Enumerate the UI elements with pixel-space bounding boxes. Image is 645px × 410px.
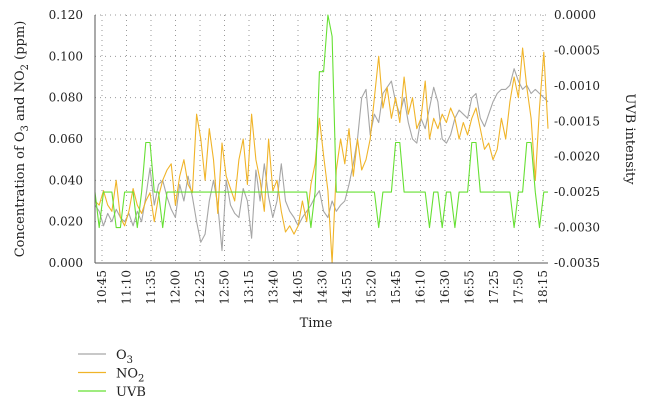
right-y-tick-label: -0.0035 bbox=[554, 256, 600, 270]
x-tick-label: 15:45 bbox=[389, 270, 403, 305]
right-y-tick-label: -0.0020 bbox=[554, 150, 600, 164]
legend-label-no2: NO2 bbox=[116, 367, 144, 385]
x-tick-label: 17:25 bbox=[487, 270, 501, 305]
legend-label-o3: O3 bbox=[116, 348, 133, 366]
x-axis-title: Time bbox=[300, 316, 333, 331]
left-y-axis-title: Concentration of O3 and NO2 (ppm) bbox=[13, 21, 31, 258]
right-y-axis-ticks: -0.0035 -0.0030 -0.0025 -0.0020 -0.0015 -0.00… bbox=[554, 8, 600, 270]
right-y-tick-label: -0.0030 bbox=[554, 221, 600, 235]
x-tick-label: 16:30 bbox=[438, 270, 452, 305]
x-tick-label: 16:10 bbox=[414, 270, 428, 305]
x-tick-label: 13:15 bbox=[242, 270, 256, 305]
x-tick-label: 10:45 bbox=[95, 270, 109, 305]
x-tick-label: 12:25 bbox=[193, 270, 207, 305]
left-y-tick-label: 0.040 bbox=[49, 173, 83, 187]
left-y-tick-label: 0.080 bbox=[49, 91, 83, 105]
series-line-o3 bbox=[94, 68, 549, 252]
right-y-axis-title: UVB intensity bbox=[622, 93, 637, 185]
right-y-tick-label: -0.0015 bbox=[554, 114, 600, 128]
left-y-tick-label: 0.120 bbox=[49, 8, 83, 22]
series-line-no2 bbox=[94, 47, 549, 264]
x-tick-label: 11:35 bbox=[144, 270, 158, 305]
x-tick-label: 13:40 bbox=[267, 270, 281, 305]
left-y-axis-ticks: 0.000 0.020 0.040 0.060 0.080 0.100 0.120 bbox=[49, 8, 83, 270]
left-y-tick-label: 0.020 bbox=[49, 215, 83, 229]
x-tick-label: 18:15 bbox=[536, 270, 550, 305]
right-y-tick-label: -0.0005 bbox=[554, 43, 600, 57]
grid-lines bbox=[95, 14, 548, 263]
legend-label-uvb: UVB bbox=[116, 385, 146, 400]
right-y-tick-label: -0.0010 bbox=[554, 79, 600, 93]
left-y-tick-label: 0.000 bbox=[49, 256, 83, 270]
x-tick-label: 12:50 bbox=[218, 270, 232, 305]
series-line-uvb bbox=[94, 14, 548, 229]
x-tick-label: 14:30 bbox=[316, 270, 330, 305]
right-y-tick-label: -0.0025 bbox=[554, 185, 600, 199]
right-y-tick-label: 0.0000 bbox=[554, 8, 596, 22]
x-tick-label: 14:55 bbox=[340, 270, 354, 305]
x-tick-label: 17:50 bbox=[512, 270, 526, 305]
left-y-tick-label: 0.060 bbox=[49, 132, 83, 146]
x-tick-label: 15:20 bbox=[365, 270, 379, 305]
x-axis-ticks: 10:45 11:10 11:35 12:00 12:25 12:50 13:15 13:40… bbox=[95, 270, 550, 305]
left-y-tick-label: 0.100 bbox=[49, 49, 83, 63]
x-tick-label: 11:10 bbox=[120, 270, 134, 305]
series-lines bbox=[94, 14, 549, 264]
x-tick-label: 14:05 bbox=[291, 270, 305, 305]
x-tick-label: 12:00 bbox=[169, 270, 183, 305]
x-tick-label: 16:55 bbox=[463, 270, 477, 305]
